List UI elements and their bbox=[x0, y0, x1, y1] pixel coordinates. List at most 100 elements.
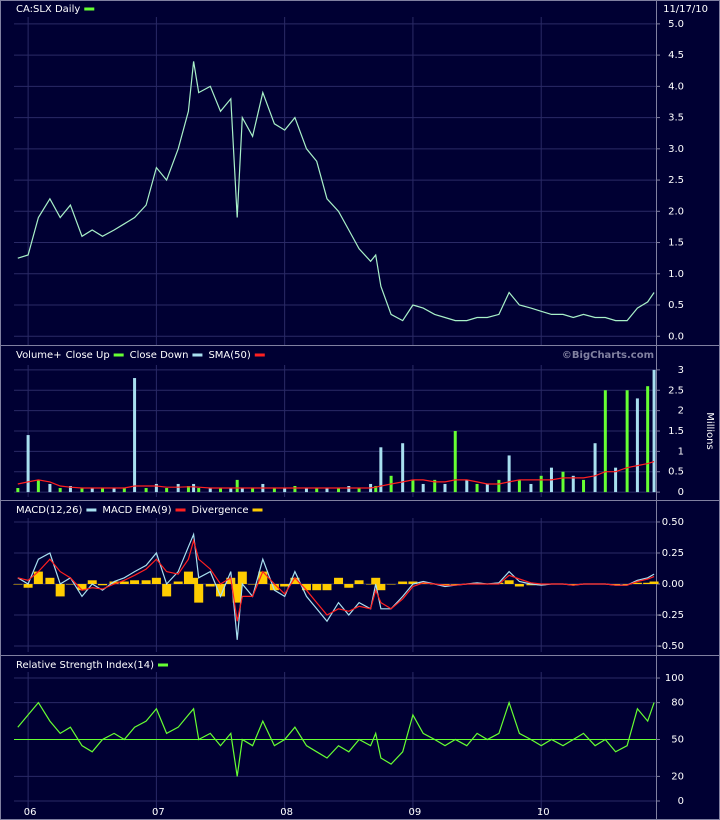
bar bbox=[371, 577, 381, 585]
bar bbox=[248, 584, 258, 585]
bar bbox=[347, 486, 351, 493]
bar bbox=[611, 584, 621, 585]
y-tick-label: 100 bbox=[665, 673, 684, 684]
bar bbox=[301, 584, 311, 591]
bar bbox=[571, 475, 575, 493]
bar bbox=[504, 580, 514, 585]
bar bbox=[379, 447, 383, 493]
y-tick-label: 3.0 bbox=[668, 144, 684, 155]
y-tick-label: 2 bbox=[678, 406, 684, 417]
bar bbox=[614, 467, 618, 493]
bar bbox=[36, 479, 40, 493]
bar bbox=[312, 584, 322, 591]
bar bbox=[401, 443, 405, 493]
bar bbox=[568, 584, 578, 585]
y-tick-label: 4.5 bbox=[668, 50, 684, 61]
y-tick-label: 0.50 bbox=[662, 517, 684, 528]
bar bbox=[376, 584, 386, 591]
bar bbox=[272, 488, 276, 493]
bar bbox=[122, 488, 126, 493]
bar bbox=[216, 584, 226, 597]
y-tick-label: 2.0 bbox=[668, 206, 684, 217]
bar bbox=[87, 580, 97, 585]
bar bbox=[186, 486, 190, 493]
legend-swatch bbox=[84, 7, 95, 11]
bar bbox=[408, 581, 418, 585]
bar bbox=[514, 584, 524, 587]
bar bbox=[162, 584, 172, 597]
bar bbox=[398, 581, 408, 585]
bar bbox=[374, 486, 378, 493]
legend-swatch bbox=[113, 353, 124, 357]
bar bbox=[65, 584, 75, 585]
bar bbox=[189, 577, 199, 585]
bar bbox=[219, 488, 223, 493]
y-tick-label: 1 bbox=[678, 446, 684, 457]
bar bbox=[475, 483, 479, 493]
panel-title: CA:SLX Daily bbox=[16, 4, 80, 15]
y-tick-label: 0.25 bbox=[662, 548, 684, 559]
bar bbox=[632, 582, 642, 585]
bar bbox=[55, 584, 65, 597]
y-tick-label: 0.0 bbox=[668, 331, 684, 342]
bar bbox=[322, 584, 332, 591]
bar bbox=[283, 488, 287, 493]
bar bbox=[119, 581, 129, 585]
bar bbox=[304, 488, 308, 493]
bar bbox=[80, 488, 84, 493]
y-tick-label: 3.5 bbox=[668, 113, 684, 124]
y-tick-label: 4.0 bbox=[668, 81, 684, 92]
bar bbox=[421, 483, 425, 493]
bar bbox=[232, 584, 242, 603]
legend-swatch bbox=[254, 353, 265, 357]
bar bbox=[366, 584, 376, 585]
bar bbox=[235, 479, 239, 493]
bar bbox=[16, 488, 20, 493]
legend-swatch bbox=[86, 508, 97, 512]
y-tick-label: 2.5 bbox=[668, 385, 684, 396]
bar bbox=[652, 369, 656, 493]
bar bbox=[144, 488, 148, 493]
bar bbox=[45, 577, 55, 585]
x-tick-label: 06 bbox=[24, 807, 37, 818]
legend-swatch bbox=[252, 508, 263, 512]
bar bbox=[154, 483, 158, 493]
series-line bbox=[17, 700, 655, 777]
bar bbox=[58, 488, 62, 493]
bar bbox=[197, 488, 201, 493]
y-tick-label: 1.0 bbox=[668, 269, 684, 280]
x-tick-label: 10 bbox=[537, 807, 550, 818]
bar bbox=[290, 577, 300, 585]
bar bbox=[561, 471, 565, 493]
y-tick-label: 1.5 bbox=[668, 426, 684, 437]
bar bbox=[101, 488, 105, 493]
y-tick-label: 2.5 bbox=[668, 175, 684, 186]
x-tick-label: 08 bbox=[280, 807, 293, 818]
bar bbox=[68, 486, 72, 493]
bar bbox=[90, 488, 94, 493]
bar bbox=[237, 571, 247, 585]
y-tick-label: 50 bbox=[671, 735, 684, 746]
bar bbox=[77, 584, 87, 591]
y-tick-label: -0.50 bbox=[658, 641, 684, 652]
bar bbox=[208, 488, 212, 493]
bar bbox=[48, 483, 52, 493]
bar bbox=[183, 571, 193, 585]
y-tick-label: 3 bbox=[678, 365, 684, 376]
y-tick-label: 0.5 bbox=[668, 467, 684, 478]
bar bbox=[130, 580, 140, 585]
bar bbox=[582, 479, 586, 493]
bar bbox=[450, 584, 460, 585]
bar bbox=[643, 582, 653, 585]
legend-label: MACD(12,26) bbox=[16, 505, 83, 516]
bar bbox=[357, 488, 361, 493]
watermark: ©BigCharts.com bbox=[562, 350, 654, 361]
bar bbox=[205, 584, 215, 587]
bar bbox=[98, 584, 108, 586]
bar bbox=[240, 488, 244, 493]
y-axis-label: Millions bbox=[704, 412, 715, 449]
bar bbox=[269, 584, 279, 591]
bar bbox=[141, 580, 151, 585]
legend-label: Divergence bbox=[192, 505, 249, 516]
